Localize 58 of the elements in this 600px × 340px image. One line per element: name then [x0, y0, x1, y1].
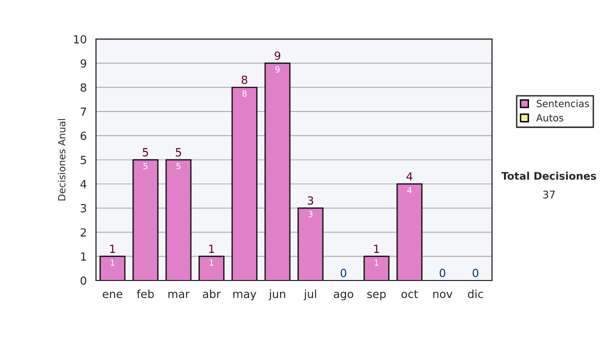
x-tick-label: oct — [401, 290, 418, 298]
bar — [100, 256, 126, 280]
bar — [298, 208, 324, 280]
total-label: 0 — [472, 268, 478, 278]
total-label: 1 — [209, 244, 214, 253]
bar — [198, 256, 224, 280]
data-label: 5 — [143, 162, 148, 170]
y-tick-label: 0 — [80, 276, 86, 285]
x-tick-label: sep — [367, 292, 386, 300]
total-label: 9 — [274, 51, 280, 60]
text: Total Decisiones — [501, 172, 596, 180]
total-label: 4 — [406, 172, 412, 180]
x-tick-label: ene — [102, 292, 122, 298]
data-label: 9 — [275, 66, 280, 73]
data-label: 1 — [210, 260, 214, 266]
x-tick-label: mar — [168, 292, 190, 298]
y-tick-label: 10 — [74, 35, 86, 44]
x-tick-label: nov — [433, 292, 452, 298]
y-tick-label: 1 — [81, 252, 86, 261]
y-tick-label: 9 — [80, 59, 86, 68]
data-label: 4 — [407, 187, 412, 194]
x-tick-label: may — [233, 292, 256, 300]
bar — [232, 86, 258, 280]
total-label: 3 — [308, 196, 314, 205]
x-tick-label: ago — [334, 292, 354, 300]
y-axis-title: Decisiones Anual — [58, 119, 66, 200]
total-label: 1 — [110, 244, 116, 253]
y-tick-label: 4 — [80, 180, 86, 188]
data-label: 8 — [242, 90, 247, 97]
y-tick-label: 2 — [80, 228, 86, 236]
x-tick-label: jul — [304, 290, 316, 300]
bar — [396, 183, 422, 280]
x-tick-label: feb — [136, 290, 154, 298]
total-label: 8 — [242, 76, 248, 84]
y-tick-label: 8 — [80, 83, 86, 92]
bar — [364, 256, 390, 280]
x-tick-label: dic — [468, 290, 483, 298]
x-tick-label: jun — [268, 290, 286, 300]
bar — [264, 62, 290, 280]
data-label: 1 — [110, 260, 114, 266]
x-tick-label: abr — [202, 290, 221, 298]
y-tick-label: 3 — [80, 204, 86, 212]
total-label: 1 — [374, 244, 380, 253]
y-tick-label: 6 — [80, 132, 86, 140]
legend-label: Sentencias — [536, 100, 589, 108]
legend-label: Autos — [536, 114, 564, 122]
bar — [132, 159, 158, 280]
y-tick-label: 7 — [80, 108, 86, 116]
bar — [166, 159, 192, 280]
text: 37 — [543, 190, 555, 199]
data-label: 5 — [176, 162, 180, 170]
total-label: 0 — [440, 268, 446, 278]
data-label: 1 — [374, 260, 378, 266]
y-tick-label: 5 — [80, 156, 86, 164]
total-label: 5 — [176, 148, 182, 156]
total-label: 5 — [142, 148, 148, 156]
total-label: 0 — [340, 268, 346, 278]
data-label: 3 — [308, 211, 312, 218]
